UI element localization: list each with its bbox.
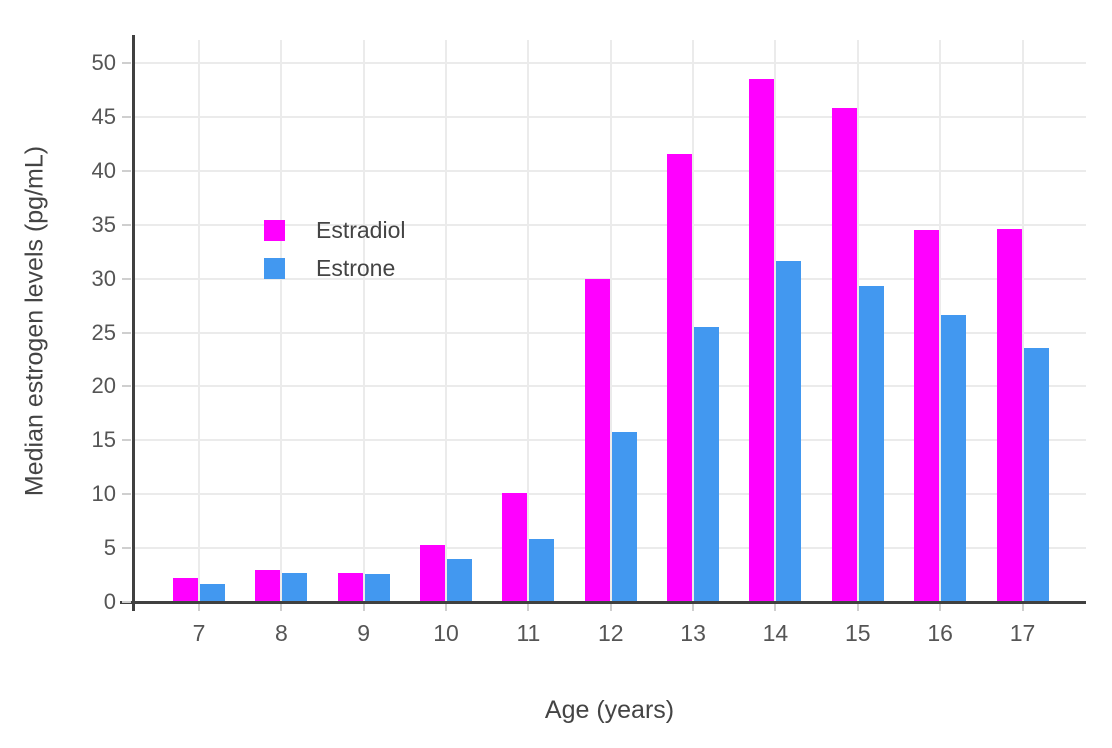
x-tick-label-8: 8	[274, 620, 288, 646]
y-tick-label-0: 0	[103, 589, 116, 614]
x-tick-label-17: 17	[1009, 620, 1036, 646]
y-tick-mark-0	[122, 601, 131, 603]
x-tick-label-10: 10	[433, 620, 459, 646]
x-tick-label-14: 14	[762, 620, 789, 646]
x-tick-label-7: 7	[192, 620, 206, 646]
x-gridline-8	[280, 40, 283, 602]
y-tick-label-15: 15	[91, 427, 116, 453]
x-axis-line	[120, 601, 1086, 604]
bar-estrone-17[interactable]	[1023, 347, 1049, 602]
x-axis-title: Age (years)	[544, 696, 675, 724]
y-gridline-35	[133, 223, 1086, 226]
x-tick-label-11: 11	[516, 620, 541, 646]
y-tick-label-30: 30	[91, 265, 116, 291]
y-tick-mark-10	[122, 493, 131, 496]
x-gridline-13	[692, 40, 695, 602]
y-tick-mark-50	[122, 62, 131, 64]
x-tick-label-13: 13	[680, 620, 706, 646]
x-tick-mark-17	[1021, 604, 1024, 611]
bar-estradiol-9[interactable]	[337, 572, 363, 602]
plot-area	[133, 40, 1086, 602]
legend-label-estradiol: Estradiol	[316, 216, 406, 243]
x-tick-label-12: 12	[597, 620, 624, 646]
x-gridline-9	[362, 40, 365, 602]
x-tick-mark-11	[527, 604, 530, 611]
legend-item-estrone[interactable]: Estrone	[264, 249, 405, 287]
x-tick-mark-15	[856, 604, 859, 611]
y-gridline-50	[133, 62, 1086, 64]
bar-estradiol-14[interactable]	[749, 79, 775, 602]
bar-estradiol-7[interactable]	[173, 578, 198, 602]
y-tick-mark-15	[122, 439, 131, 442]
bar-estradiol-16[interactable]	[914, 230, 940, 602]
bar-estrone-9[interactable]	[364, 573, 390, 602]
bar-estrone-14[interactable]	[776, 261, 802, 602]
x-tick-mark-14	[774, 604, 777, 611]
bar-estrone-15[interactable]	[858, 286, 884, 602]
x-tick-label-15: 15	[845, 620, 871, 646]
y-tick-mark-35	[122, 223, 131, 226]
y-tick-mark-30	[122, 277, 131, 280]
y-gridline-40	[133, 169, 1086, 172]
legend-swatch-estradiol	[264, 219, 285, 241]
bar-estradiol-8[interactable]	[255, 569, 281, 602]
legend-swatch-estrone	[264, 257, 285, 279]
y-tick-label-45: 45	[91, 103, 116, 129]
y-tick-mark-25	[122, 331, 131, 334]
y-tick-mark-45	[122, 115, 131, 118]
x-tick-label-9: 9	[357, 620, 371, 646]
y-tick-mark-5	[122, 547, 131, 550]
bar-estradiol-10[interactable]	[420, 544, 446, 602]
x-tick-mark-9	[362, 604, 365, 611]
x-tick-mark-16	[939, 604, 942, 611]
x-gridline-16	[939, 40, 942, 602]
bar-estrone-11[interactable]	[529, 539, 555, 602]
y-tick-label-50: 50	[91, 50, 116, 75]
bar-estrone-8[interactable]	[282, 572, 308, 602]
x-tick-mark-10	[445, 604, 448, 611]
bar-estradiol-12[interactable]	[584, 278, 610, 602]
x-tick-mark-13	[692, 604, 695, 611]
y-tick-label-20: 20	[91, 373, 116, 399]
x-gridline-11	[527, 40, 530, 602]
x-gridline-12	[609, 40, 612, 602]
bar-estrone-12[interactable]	[611, 431, 637, 602]
x-tick-label-16: 16	[927, 620, 953, 646]
x-tick-mark-8	[280, 604, 283, 611]
y-axis-line	[132, 35, 135, 611]
x-gridline-10	[445, 40, 448, 602]
x-gridline-17	[1021, 40, 1024, 602]
bar-estrone-10[interactable]	[447, 558, 473, 602]
x-gridline-15	[856, 40, 859, 602]
y-tick-label-40: 40	[91, 157, 116, 183]
bar-estrone-7[interactable]	[200, 583, 225, 602]
y-tick-mark-40	[122, 169, 131, 172]
y-tick-label-5: 5	[103, 535, 116, 561]
bar-estradiol-17[interactable]	[996, 229, 1022, 602]
y-tick-label-25: 25	[91, 319, 116, 345]
bar-estradiol-11[interactable]	[502, 493, 528, 602]
y-gridline-45	[133, 115, 1086, 118]
x-gridline-14	[774, 40, 777, 602]
y-tick-label-10: 10	[91, 481, 116, 507]
bar-estradiol-13[interactable]	[667, 153, 693, 602]
legend-item-estradiol[interactable]: Estradiol	[264, 211, 405, 249]
x-tick-mark-12	[609, 604, 612, 611]
y-tick-mark-20	[122, 385, 131, 388]
legend: Estradiol Estrone	[264, 211, 405, 287]
x-tick-mark-7	[198, 604, 200, 611]
x-gridline-7	[198, 40, 200, 602]
bar-estrone-16[interactable]	[941, 315, 967, 602]
bar-estrone-13[interactable]	[694, 327, 720, 602]
y-gridline-30	[133, 277, 1086, 280]
bar-estradiol-15[interactable]	[831, 108, 857, 602]
legend-label-estrone: Estrone	[316, 254, 396, 281]
y-tick-label-35: 35	[91, 211, 116, 237]
